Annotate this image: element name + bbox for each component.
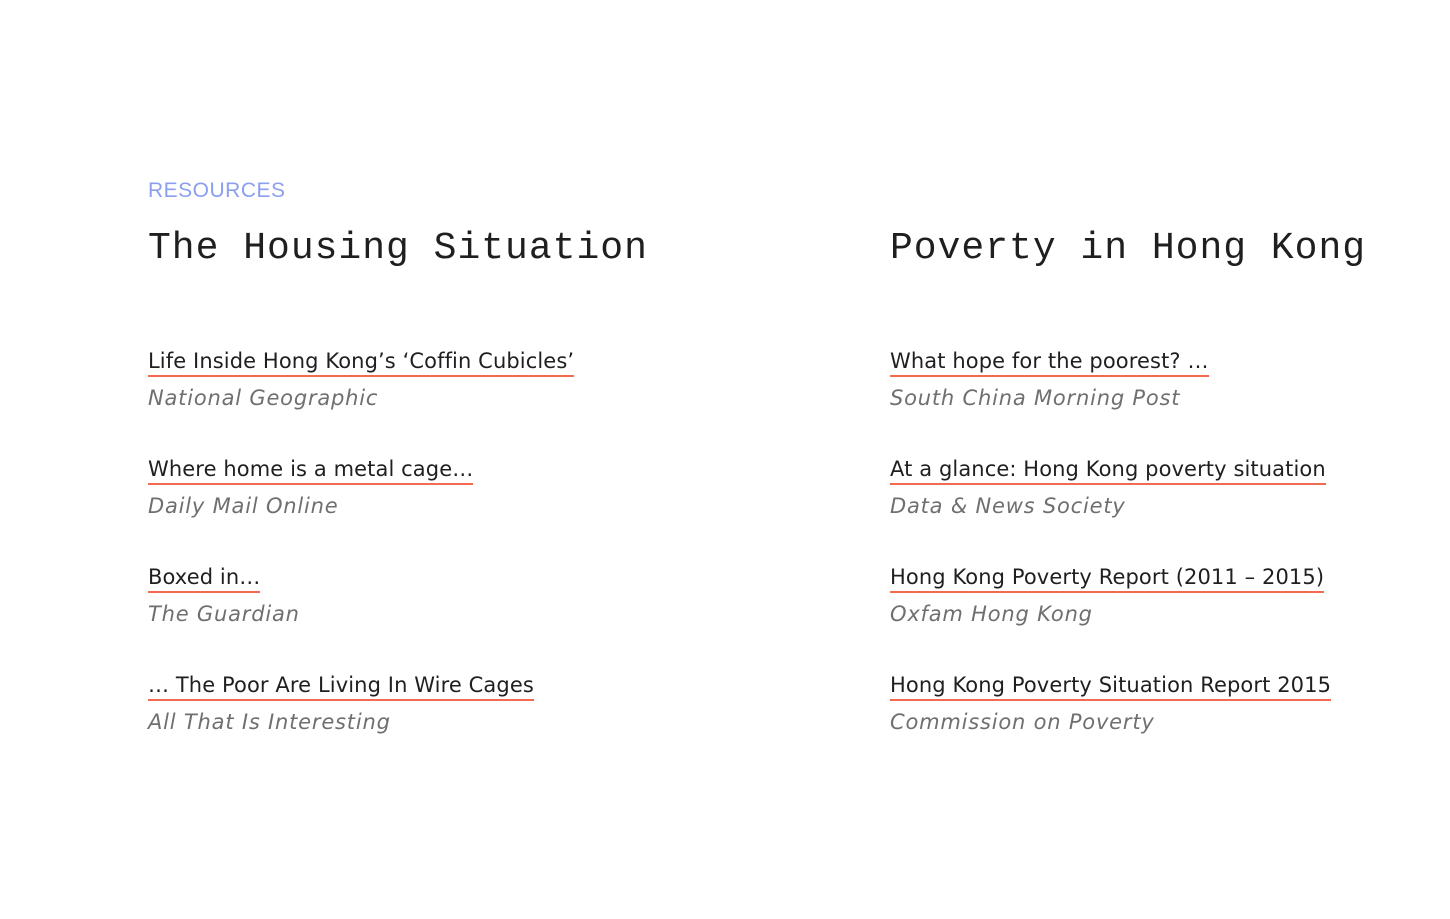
resource-source: South China Morning Post: [890, 386, 1181, 410]
resource-link[interactable]: Hong Kong Poverty Report (2011 – 2015): [890, 564, 1325, 593]
resource-source: Commission on Poverty: [890, 710, 1155, 734]
list-item: Hong Kong Poverty Report (2011 – 2015) O…: [890, 564, 1331, 672]
list-item: Life Inside Hong Kong’s ‘Coffin Cubicles…: [148, 348, 575, 456]
resource-source: All That Is Interesting: [148, 710, 391, 734]
resource-link[interactable]: Boxed in…: [148, 564, 261, 593]
list-item: What hope for the poorest? … South China…: [890, 348, 1331, 456]
resource-source: Daily Mail Online: [148, 494, 339, 518]
resource-link[interactable]: Life Inside Hong Kong’s ‘Coffin Cubicles…: [148, 348, 575, 377]
list-item: Boxed in… The Guardian: [148, 564, 574, 672]
resource-list: What hope for the poorest? … South China…: [890, 348, 1332, 780]
resource-source: National Geographic: [148, 386, 379, 410]
list-item: Hong Kong Poverty Situation Report 2015 …: [890, 672, 1332, 780]
list-item: Where home is a metal cage… Daily Mail O…: [148, 456, 574, 564]
resource-link[interactable]: Hong Kong Poverty Situation Report 2015: [890, 672, 1332, 701]
column-poverty-hong-kong: Poverty in Hong Kong What hope for the p…: [890, 226, 1430, 734]
resource-link[interactable]: … The Poor Are Living In Wire Cages: [148, 672, 534, 701]
resource-list: Life Inside Hong Kong’s ‘Coffin Cubicles…: [148, 348, 575, 780]
resource-link[interactable]: Where home is a metal cage…: [148, 456, 474, 485]
resource-source: Data & News Society: [890, 494, 1126, 518]
resource-link[interactable]: What hope for the poorest? …: [890, 348, 1209, 377]
resource-link[interactable]: At a glance: Hong Kong poverty situation: [890, 456, 1326, 485]
column-housing-situation: The Housing Situation Life Inside Hong K…: [148, 226, 828, 734]
list-item: … The Poor Are Living In Wire Cages All …: [148, 672, 574, 780]
resource-source: Oxfam Hong Kong: [890, 602, 1093, 626]
column-title: Poverty in Hong Kong: [890, 227, 1367, 270]
resource-source: The Guardian: [148, 602, 300, 626]
column-title: The Housing Situation: [148, 227, 648, 270]
list-item: At a glance: Hong Kong poverty situation…: [890, 456, 1331, 564]
section-label: RESOURCES: [148, 179, 286, 202]
